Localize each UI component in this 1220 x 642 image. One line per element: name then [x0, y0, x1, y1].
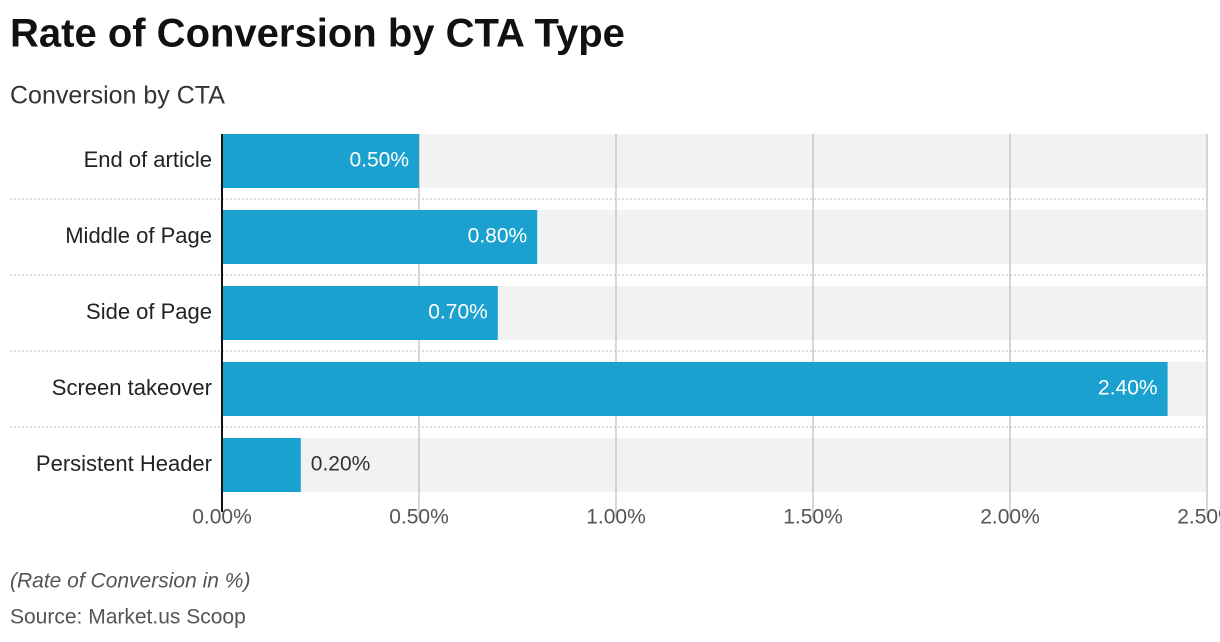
bar [222, 210, 538, 264]
value-label: 2.40% [1098, 377, 1158, 400]
bar [222, 286, 498, 340]
source: Source: Market.us Scoop [10, 606, 246, 629]
value-label: 0.70% [428, 301, 488, 324]
x-tick-label: 1.00% [586, 506, 646, 529]
x-tick-label: 2.50% [1177, 506, 1220, 529]
y-tick-label: Persistent Header [36, 451, 212, 476]
y-tick-label: Middle of Page [65, 223, 212, 248]
x-tick-label: 1.50% [783, 506, 843, 529]
y-tick-label: Screen takeover [52, 375, 212, 400]
x-tick-label: 0.50% [389, 506, 449, 529]
bar [222, 362, 1168, 416]
value-label: 0.20% [311, 453, 371, 476]
value-label: 0.50% [349, 149, 409, 172]
bar [222, 134, 419, 188]
chart-subtitle: Conversion by CTA [10, 82, 225, 110]
x-tick-label: 2.00% [980, 506, 1040, 529]
note: (Rate of Conversion in %) [10, 570, 250, 593]
y-tick-label: Side of Page [86, 299, 212, 324]
bar [222, 438, 301, 492]
x-tick-label: 0.00% [192, 506, 252, 529]
row-band [222, 438, 1207, 492]
y-tick-label: End of article [84, 147, 212, 172]
chart-title: Rate of Conversion by CTA Type [10, 12, 625, 56]
value-label: 0.80% [468, 225, 528, 248]
plot-area: 0.00% 0.50% 1.00% 1.50% 2.00% 2.50% End of art… [10, 134, 1220, 529]
